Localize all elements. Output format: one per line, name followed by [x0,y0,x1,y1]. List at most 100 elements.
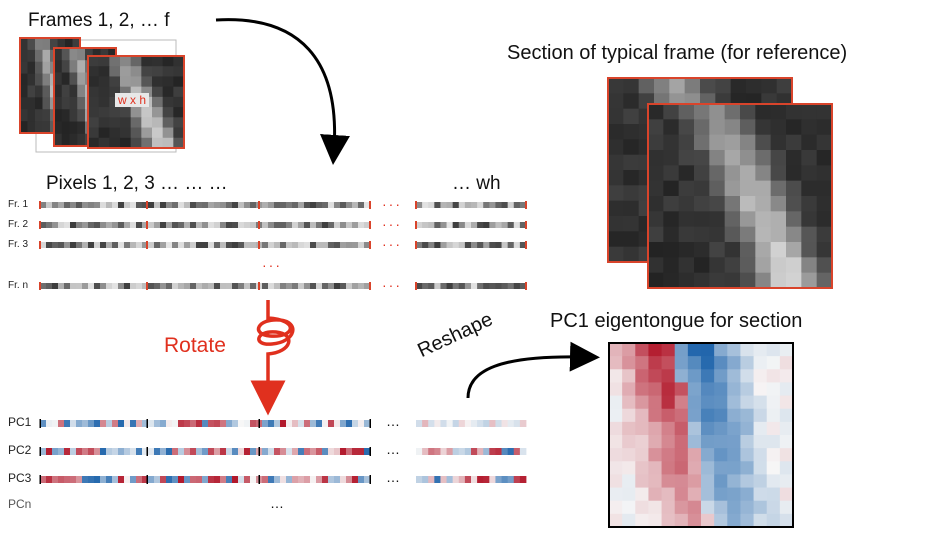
pc-cell [316,476,323,483]
heatmap-cell [753,369,768,383]
pixel-cell [286,242,293,248]
heatmap-cell [740,356,755,370]
heatmap-cell [648,435,663,449]
pixel-cell [214,283,221,289]
pixel-cell [268,283,275,289]
heatmap-cell [714,343,728,357]
pixel-cell [464,202,472,208]
heatmap-cell [779,448,794,462]
pixel-cell [434,242,441,248]
pixel-cell [322,242,329,248]
heatmap-cell [740,461,755,475]
heatmap-cell [701,513,715,528]
pixel-cell [304,242,311,248]
pixel-cell [328,283,335,289]
heatmap-cell [753,461,768,475]
pc-cell [130,420,137,427]
heatmap-cell [701,382,715,397]
heatmap-cell [622,382,636,397]
pc-cell [422,420,429,427]
pixel-cell [286,283,293,289]
pc-cell [519,448,527,455]
heatmap-cell [727,461,741,475]
pixel-cell [70,222,77,228]
pixel-cell [316,242,323,248]
pc-cell [82,476,89,483]
heatmap-cell [701,500,715,515]
pixel-cell [346,283,353,289]
pixel-cell [334,202,341,208]
pixel-cell [428,202,435,208]
heatmap-cell [648,487,663,502]
pc-cell [513,448,521,455]
heatmap-cell [661,408,676,423]
pixel-cell [40,202,47,208]
heatmap-cell [740,487,755,502]
pixel-cell [226,283,233,289]
pc-cell [40,420,47,427]
heatmap-cell [622,448,636,462]
heatmap-cell [622,461,636,475]
segment-marker [415,282,417,290]
heatmap-cell [687,513,702,528]
pixel-cell [214,202,221,208]
pixel-cell [202,222,209,228]
pc-cell [280,420,287,427]
heatmap-cell [753,382,768,397]
heatmap-cell [727,369,741,383]
pixel-cell [483,222,490,228]
pixel-cell [226,222,233,228]
heatmap-cell [622,369,636,383]
pixel-cell [130,283,137,289]
pc-cell [519,476,527,483]
heatmap-cell [648,513,663,528]
heatmap-cell [714,500,728,515]
pc-cell [274,420,281,427]
heatmap-cell [701,395,715,410]
heatmap-cell [701,474,715,489]
pc-cell [64,448,71,455]
pc-cell [238,476,245,483]
pc-cell [238,420,245,427]
pixel-cell [52,222,59,228]
pixel-cell [202,283,209,289]
pc-cell [154,420,161,427]
pixel-cell [106,222,113,228]
pixels-label: Pixels 1, 2, 3 … … … [46,173,228,194]
pixel-cell [142,242,149,248]
pixel-cell [519,222,527,228]
pixel-cell [322,222,329,228]
heatmap-cell [779,487,794,502]
segment-marker [39,221,41,229]
ellipsis-red: ··· [382,277,402,293]
heatmap-cell [661,343,676,357]
pc-cell [88,448,95,455]
pc-cell [340,448,347,455]
pc-cell [298,420,305,427]
pc-cell [513,420,521,427]
pixel-cell [40,222,47,228]
pc-cell [346,476,353,483]
pixel-cell [130,222,137,228]
heatmap-cell [766,356,781,370]
heatmap-cell [727,448,741,462]
heatmap-cell [648,500,663,515]
pc-cell [268,420,275,427]
pixel-cell [322,202,329,208]
pixel-cell [274,222,281,228]
pixel-cell [464,242,472,248]
pixel-cell [434,222,441,228]
frame-row-label: Fr. 1 [8,199,29,210]
heatmap-cell [753,343,768,357]
pixel-cell [88,283,95,289]
reshape-arrow-icon [466,341,600,399]
pixel-cell [100,202,107,208]
ellipsis: … [386,469,400,485]
heatmap-cell [740,408,755,423]
pixel-cell [178,202,185,208]
pc-cell [244,476,251,483]
heatmap-cell [753,356,768,370]
heatmap-cell [727,421,741,436]
pc-cell [46,420,53,427]
